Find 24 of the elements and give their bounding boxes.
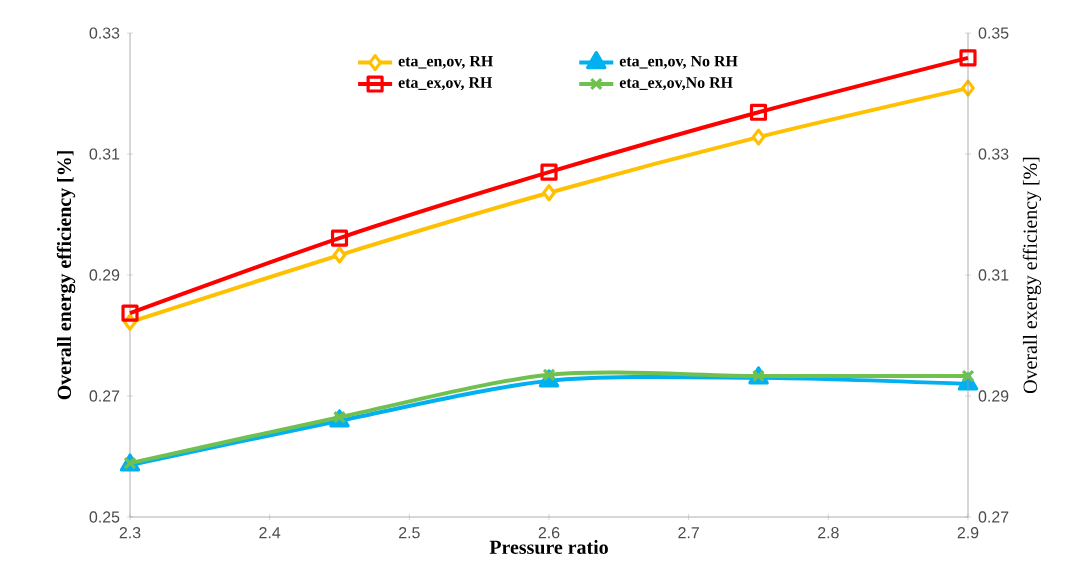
x-tick-label: 2.7 [678, 527, 699, 539]
y-tick-label: 0.33 [89, 27, 120, 39]
x-tick-label: 2.4 [259, 527, 281, 539]
y-axis-title: Overall energy efficiency [%] [56, 151, 76, 400]
y2-tick-label: 0.31 [978, 269, 1009, 281]
x-tick-label: 2.3 [119, 527, 141, 539]
y2-tick-label: 0.35 [978, 27, 1009, 39]
x-tick-label: 2.5 [399, 527, 420, 539]
y-tick-label: 0.29 [89, 269, 120, 281]
x-tick-label: 2.8 [818, 527, 839, 539]
legend-label: eta_ex,ov,No RH [619, 77, 733, 91]
x-tick-label: 2.9 [957, 527, 979, 539]
y-tick-label: 0.27 [89, 390, 120, 402]
legend-label: eta_ex,ov, RH [398, 77, 493, 91]
y2-tick-label: 0.29 [978, 390, 1009, 402]
legend-label: eta_en,ov, RH [398, 55, 493, 69]
y-tick-label: 0.31 [89, 148, 120, 160]
x-axis-title: Pressure ratio [489, 539, 608, 555]
y2-tick-label: 0.27 [978, 511, 1009, 523]
x-tick-label: 2.6 [538, 527, 560, 539]
y-tick-label: 0.25 [89, 511, 120, 523]
y2-tick-label: 0.33 [978, 148, 1009, 160]
y2-axis-title: Overall exergy efficiency [%] [1022, 157, 1042, 394]
legend-label: eta_en,ov, No RH [619, 55, 738, 69]
